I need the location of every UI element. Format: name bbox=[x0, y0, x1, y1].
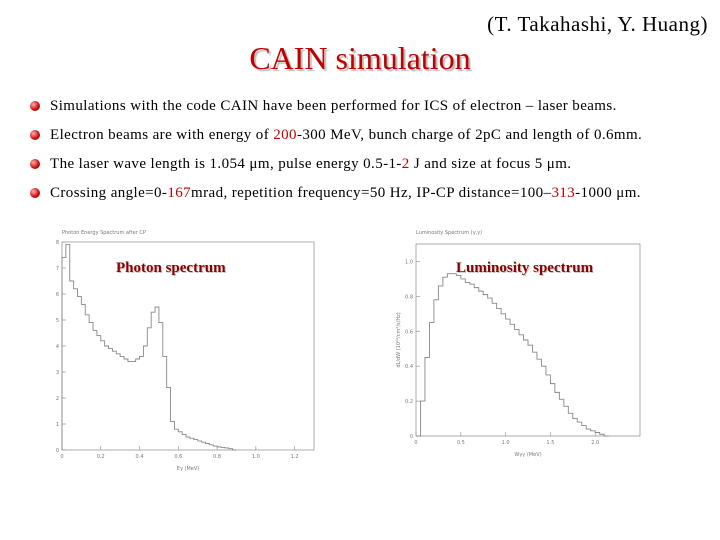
x-tick-label: 0 bbox=[414, 440, 417, 446]
y-tick-label: 1 bbox=[56, 422, 59, 428]
x-tick-label: 0 bbox=[60, 454, 63, 460]
histogram-line bbox=[416, 273, 609, 437]
y-tick-label: 4 bbox=[56, 344, 59, 350]
authors: (T. Takahashi, Y. Huang) bbox=[487, 12, 708, 36]
photon-spectrum-label: Photon spectrum bbox=[116, 260, 226, 276]
bullet-fragment: -300 MeV, bunch charge of 2pC and length… bbox=[296, 127, 643, 143]
bullet-fragment: J and size at focus 5 μm. bbox=[409, 156, 572, 172]
highlight-value: 200 bbox=[273, 127, 297, 143]
bullet-item: Electron beams are with energy of 200-30… bbox=[30, 121, 710, 150]
bullet-dot-icon bbox=[30, 130, 40, 140]
y-tick-label: 0.2 bbox=[405, 399, 413, 405]
x-tick-label: 1.0 bbox=[252, 454, 260, 460]
photon-spectrum-svg: Photon Energy Spectrum after CP 0 0.2 0.4 0.… bbox=[56, 230, 315, 472]
bullet-item: The laser wave length is 1.054 μm, pulse… bbox=[30, 150, 710, 179]
bullet-fragment: mrad, repetition frequency=50 Hz, IP-CP … bbox=[191, 185, 552, 201]
highlight-value: 2 bbox=[401, 156, 410, 172]
x-tick-label: 1.5 bbox=[546, 440, 554, 446]
bullet-item: Simulations with the code CAIN have been… bbox=[30, 92, 710, 121]
plot-header: Photon Energy Spectrum after CP bbox=[62, 230, 146, 236]
y-tick-label: 0.4 bbox=[405, 364, 413, 370]
bullet-dot-icon bbox=[30, 101, 40, 111]
y-axis-label: dL/dW (10²⁴/cm²/s/Hz) bbox=[396, 312, 402, 367]
plot-frame bbox=[415, 243, 641, 437]
x-tick-label: 1.0 bbox=[502, 440, 510, 446]
bullet-dot-icon bbox=[30, 159, 40, 169]
y-tick-label: 1.0 bbox=[405, 259, 413, 265]
photon-spectrum-plot: Photon Energy Spectrum after CP 0 0.2 0.4 0.… bbox=[28, 222, 330, 494]
x-tick-label: 0.4 bbox=[136, 454, 144, 460]
y-tick-label: 3 bbox=[56, 370, 59, 376]
bullet-fragment: Simulations with the code CAIN have been… bbox=[50, 98, 617, 114]
bullet-fragment: -1000 μm. bbox=[575, 185, 641, 201]
x-tick-label: 0.2 bbox=[97, 454, 105, 460]
y-tick-label: 6 bbox=[56, 292, 59, 298]
luminosity-spectrum-svg: Luminosity Spectrum (γ,γ) 0 0.5 1.0 1.5 2.0 1.… bbox=[396, 230, 641, 458]
bullet-fragment: Electron beams are with energy of bbox=[50, 127, 274, 143]
highlight-value: 167 bbox=[167, 185, 192, 201]
bullet-list: Simulations with the code CAIN have been… bbox=[30, 92, 710, 208]
page-title: CAIN simulation bbox=[249, 40, 471, 76]
x-axis-label: Wγγ (MeV) bbox=[514, 452, 541, 458]
x-tick-label: 0.5 bbox=[457, 440, 465, 446]
y-tick-label: 7 bbox=[56, 266, 59, 272]
plot-header: Luminosity Spectrum (γ,γ) bbox=[416, 230, 482, 236]
y-tick-label: 2 bbox=[56, 396, 59, 402]
x-tick-label: 0.6 bbox=[174, 454, 182, 460]
bullet-item: Crossing angle=0-167mrad, repetition fre… bbox=[30, 179, 710, 208]
bullet-text: The laser wave length is 1.054 μm, pulse… bbox=[50, 156, 571, 172]
bullet-fragment: The laser wave length is 1.054 μm, pulse… bbox=[50, 156, 402, 172]
bullet-text: Crossing angle=0-167mrad, repetition fre… bbox=[50, 185, 641, 201]
bullet-fragment: Crossing angle=0- bbox=[50, 185, 168, 201]
x-tick-label: 1.2 bbox=[291, 454, 299, 460]
bullet-text: Electron beams are with energy of 200-30… bbox=[50, 127, 642, 143]
y-tick-label: 0 bbox=[56, 448, 59, 454]
y-tick-label: 5 bbox=[56, 318, 59, 324]
y-tick-label: 0.8 bbox=[405, 294, 413, 300]
bullet-dot-icon bbox=[30, 188, 40, 198]
luminosity-spectrum-plot: Luminosity Spectrum (γ,γ) 0 0.5 1.0 1.5 2.0 1.… bbox=[378, 222, 688, 494]
x-tick-label: 0.8 bbox=[213, 454, 221, 460]
y-tick-label: 0.6 bbox=[405, 329, 413, 335]
bullet-text: Simulations with the code CAIN have been… bbox=[50, 98, 617, 114]
highlight-value: 313 bbox=[551, 185, 576, 201]
luminosity-spectrum-label: Luminosity spectrum bbox=[456, 260, 594, 276]
x-tick-label: 2.0 bbox=[591, 440, 599, 446]
y-tick-label: 0 bbox=[410, 434, 413, 440]
x-axis-label: Eγ (MeV) bbox=[177, 466, 199, 472]
histogram-line bbox=[61, 244, 237, 451]
y-tick-label: 8 bbox=[56, 240, 59, 246]
